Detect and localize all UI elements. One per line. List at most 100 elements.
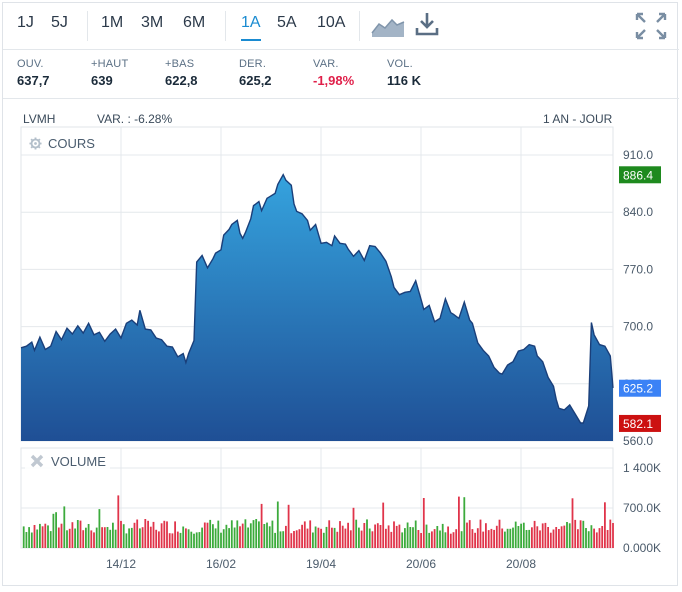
volume-bar: [249, 523, 252, 548]
chart-type-icon[interactable]: [371, 15, 405, 37]
volume-bar: [333, 527, 336, 548]
volume-bar: [312, 532, 314, 548]
volume-bar: [287, 504, 290, 548]
volume-label: VOLUME: [51, 453, 106, 469]
volume-bar: [60, 523, 63, 548]
chart-variation: VAR. : -6.28%: [97, 112, 173, 126]
volume-bar: [25, 532, 28, 548]
volume-bar: [393, 521, 395, 548]
volume-bar: [117, 495, 120, 548]
volume-bar: [536, 526, 539, 548]
volume-bar: [63, 506, 66, 548]
volume-bar: [577, 529, 579, 548]
volume-bar: [36, 529, 39, 548]
volume-bar: [474, 532, 476, 548]
volume-bar: [428, 532, 431, 548]
volume-bar: [166, 521, 168, 548]
volume-bar: [528, 529, 531, 548]
volume-bar: [358, 527, 360, 548]
close-icon[interactable]: [29, 453, 45, 469]
volume-bar: [136, 519, 139, 548]
toolbar: 1J 5J 1M 3M 6M 1A 5A 10A: [3, 3, 679, 50]
volume-bar: [401, 532, 404, 548]
volume-bar: [417, 530, 420, 548]
period-1a-button[interactable]: 1A: [241, 14, 261, 41]
volume-bar: [303, 521, 306, 548]
volume-bar: [352, 507, 355, 548]
volume-bar: [571, 498, 574, 548]
period-1m-button[interactable]: 1M: [101, 14, 124, 31]
volume-bar: [314, 526, 317, 548]
volume-bar: [498, 519, 501, 548]
volume-bar: [74, 528, 76, 548]
volume-bar: [90, 530, 93, 548]
volume-bar: [555, 527, 558, 548]
volume-bar: [149, 526, 152, 548]
volume-bar: [317, 527, 320, 548]
volume-bar: [201, 527, 203, 548]
stat-value: 637,7: [17, 73, 50, 88]
stat-value: -1,98%: [313, 73, 355, 88]
volume-bar: [95, 527, 98, 548]
period-6m-button[interactable]: 6M: [183, 14, 206, 31]
volume-bar: [193, 533, 195, 548]
volume-bar: [458, 496, 460, 548]
volume-bar: [241, 523, 244, 548]
stat-label: DER.: [239, 58, 267, 70]
volume-bar: [455, 529, 458, 548]
volume-bar: [247, 527, 249, 548]
volume-bar: [541, 523, 544, 548]
price-tick-label: 700.0: [623, 320, 653, 334]
volume-bar: [122, 524, 125, 548]
volume-bar: [539, 530, 541, 548]
volume-bar: [285, 525, 287, 548]
period-10a-button[interactable]: 10A: [317, 14, 346, 31]
volume-bar: [182, 526, 185, 548]
volume-bar: [395, 525, 398, 548]
volume-bar: [531, 527, 533, 548]
volume-bar: [563, 525, 566, 548]
period-3m-button[interactable]: 3M: [141, 14, 164, 31]
price-line: [20, 173, 614, 424]
volume-bar: [517, 526, 520, 548]
volume-bar: [422, 498, 425, 548]
stat-open: OUV. 637,7: [17, 58, 50, 88]
volume-bar: [593, 528, 595, 548]
period-5a-button[interactable]: 5A: [277, 14, 297, 31]
volume-bar: [387, 525, 390, 548]
volume-bar: [160, 523, 163, 548]
volume-bar: [504, 531, 506, 548]
x-tick-label: 20/06: [406, 557, 436, 571]
volume-bar: [501, 528, 504, 548]
volume-bar: [82, 530, 85, 548]
stat-label: VAR.: [313, 58, 339, 70]
volume-bar: [141, 527, 144, 548]
volume-bar: [263, 524, 266, 548]
volume-bar: [158, 531, 160, 548]
volume-bar: [322, 532, 325, 548]
price-badge-low: [619, 414, 661, 432]
volume-bar: [101, 527, 103, 548]
volume-bar: [409, 527, 412, 548]
gear-icon[interactable]: [29, 136, 42, 150]
volume-bar: [147, 520, 149, 548]
download-icon[interactable]: [413, 10, 441, 38]
volume-bar: [120, 520, 122, 548]
volume-bar: [495, 525, 498, 548]
volume-tick-label: 0.000K: [623, 541, 661, 555]
volume-bar: [560, 526, 563, 548]
volume-bar: [282, 531, 285, 548]
period-5j-button[interactable]: 5J: [51, 14, 68, 31]
stat-value: 622,8: [165, 73, 198, 88]
volume-bar: [460, 531, 463, 548]
volume-bar: [306, 528, 309, 548]
volume-bar: [176, 531, 179, 548]
volume-bar: [549, 532, 552, 548]
period-1j-button[interactable]: 1J: [17, 14, 34, 31]
volume-bar: [512, 527, 514, 548]
cours-panel-label: COURS: [25, 134, 99, 152]
volume-bar: [355, 519, 358, 548]
volume-bar: [441, 523, 444, 548]
price-tick-label: 910.0: [623, 148, 653, 162]
fullscreen-icon[interactable]: [633, 10, 669, 42]
